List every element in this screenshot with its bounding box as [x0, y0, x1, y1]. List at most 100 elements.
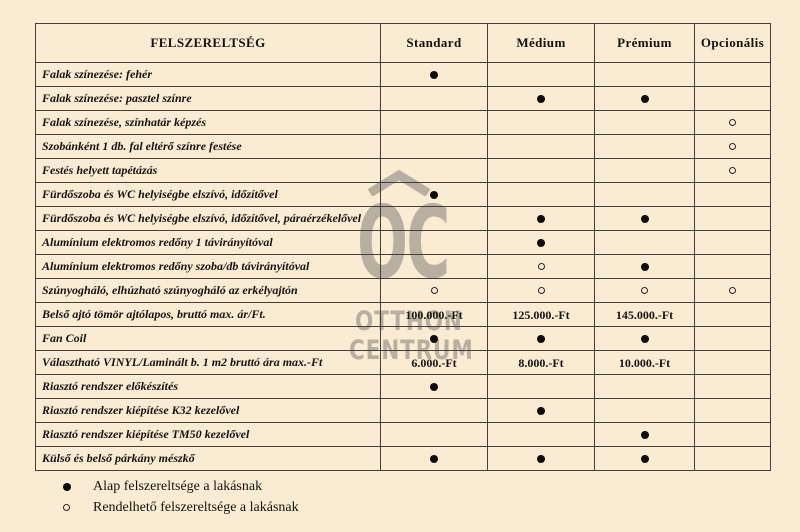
table-row: Alumínium elektromos redőny 1 távirányít…	[35, 230, 771, 255]
feature-cell	[594, 230, 695, 255]
feature-cell	[380, 230, 488, 255]
feature-cell	[594, 254, 695, 279]
filled-dot-icon	[640, 334, 649, 343]
feature-label: Alumínium elektromos redőny szoba/db táv…	[35, 254, 381, 279]
feature-cell	[380, 62, 488, 87]
header-standard: Standard	[380, 23, 488, 63]
hollow-dot-icon	[729, 287, 736, 295]
feature-cell	[694, 254, 771, 279]
filled-dot-icon	[430, 70, 438, 79]
feature-label: Riasztó rendszer kiépítése TM50 kezelőve…	[35, 422, 381, 447]
feature-cell	[594, 422, 695, 447]
equipment-table: FELSZERELTSÉG Standard Médium Prémium Op…	[35, 23, 771, 471]
filled-dot-icon	[640, 94, 649, 103]
table-row: Választható VINYL/Laminált b. 1 m2 brutt…	[35, 350, 771, 375]
feature-cell: 8.000.-Ft	[487, 350, 595, 375]
table-row: Fan Coil	[35, 326, 771, 351]
feature-cell: 100.000.-Ft	[380, 302, 488, 327]
filled-dot-icon	[640, 262, 649, 271]
feature-cell	[487, 134, 595, 159]
feature-cell	[694, 86, 771, 111]
filled-dot-icon	[537, 94, 545, 103]
feature-label: Fan Coil	[35, 326, 381, 351]
filled-dot-icon	[63, 482, 71, 491]
feature-cell	[380, 374, 488, 399]
table-row: Falak színezése: fehér	[35, 62, 771, 87]
feature-label: Belső ajtó tömör ajtólapos, bruttó max. …	[35, 302, 381, 327]
hollow-dot-icon	[729, 143, 736, 151]
feature-cell	[694, 158, 771, 183]
feature-cell	[487, 422, 595, 447]
filled-dot-icon	[537, 334, 545, 343]
price-value: 100.000.-Ft	[405, 307, 463, 322]
header-row: FELSZERELTSÉG Standard Médium Prémium Op…	[35, 23, 771, 63]
feature-cell	[487, 230, 595, 255]
feature-cell	[594, 158, 695, 183]
feature-cell	[594, 446, 695, 471]
feature-label: Festés helyett tapétázás	[35, 158, 381, 183]
feature-cell	[487, 110, 595, 135]
feature-label: Fürdőszoba és WC helyiségbe elszívó, idő…	[35, 206, 381, 231]
feature-label: Szúnyogháló, elhúzható szúnyogháló az er…	[35, 278, 381, 303]
feature-cell	[487, 326, 595, 351]
feature-cell	[487, 158, 595, 183]
feature-label: Riasztó rendszer előkészítés	[35, 374, 381, 399]
feature-cell	[694, 350, 771, 375]
filled-dot-icon	[640, 214, 649, 223]
feature-cell	[380, 134, 488, 159]
feature-cell	[694, 62, 771, 87]
legend-item-rendelheto: Rendelhető felszereltsége a lakásnak	[63, 497, 299, 518]
table-row: Riasztó rendszer előkészítés	[35, 374, 771, 399]
feature-cell	[694, 230, 771, 255]
table-row: Falak színezése: pasztel színre	[35, 86, 771, 111]
feature-cell	[487, 278, 595, 303]
feature-cell: 125.000.-Ft	[487, 302, 595, 327]
feature-cell	[380, 110, 488, 135]
hollow-dot-icon	[641, 287, 648, 295]
hollow-dot-icon	[729, 119, 736, 127]
feature-cell	[694, 446, 771, 471]
hollow-dot-icon	[729, 167, 736, 175]
table-row: Szobánként 1 db. fal eltérő színre festé…	[35, 134, 771, 159]
filled-dot-icon	[640, 454, 649, 463]
feature-cell	[694, 278, 771, 303]
feature-label: Riasztó rendszer kiépítése K32 kezelővel	[35, 398, 381, 423]
feature-cell	[694, 302, 771, 327]
feature-cell	[594, 182, 695, 207]
feature-cell	[380, 278, 488, 303]
feature-cell	[694, 110, 771, 135]
hollow-dot-icon	[537, 263, 545, 271]
feature-cell	[380, 398, 488, 423]
feature-cell	[594, 374, 695, 399]
feature-cell	[594, 206, 695, 231]
feature-cell	[380, 422, 488, 447]
feature-cell	[694, 422, 771, 447]
hollow-dot-icon	[537, 287, 545, 295]
feature-cell	[487, 182, 595, 207]
feature-label: Külső és belső párkány mészkő	[35, 446, 381, 471]
feature-cell	[594, 326, 695, 351]
table-row: Fürdőszoba és WC helyiségbe elszívó, idő…	[35, 182, 771, 207]
feature-cell	[694, 206, 771, 231]
feature-cell	[487, 446, 595, 471]
feature-cell	[594, 278, 695, 303]
table-row: Falak színezése, színhatár képzés	[35, 110, 771, 135]
feature-cell	[594, 398, 695, 423]
price-value: 145.000.-Ft	[615, 307, 674, 322]
feature-label: Falak színezése, színhatár képzés	[35, 110, 381, 135]
feature-cell	[380, 446, 488, 471]
header-felszereltseg: FELSZERELTSÉG	[35, 23, 381, 63]
feature-label: Falak színezése: fehér	[35, 62, 381, 87]
feature-cell: 10.000.-Ft	[594, 350, 695, 375]
filled-dot-icon	[537, 406, 545, 415]
legend-symbol	[63, 482, 93, 491]
feature-cell: 145.000.-Ft	[594, 302, 695, 327]
feature-cell	[487, 254, 595, 279]
feature-cell	[380, 182, 488, 207]
feature-cell	[694, 182, 771, 207]
filled-dot-icon	[430, 334, 438, 343]
filled-dot-icon	[537, 214, 545, 223]
feature-cell	[380, 86, 488, 111]
feature-cell	[487, 62, 595, 87]
table-row: Alumínium elektromos redőny szoba/db táv…	[35, 254, 771, 279]
